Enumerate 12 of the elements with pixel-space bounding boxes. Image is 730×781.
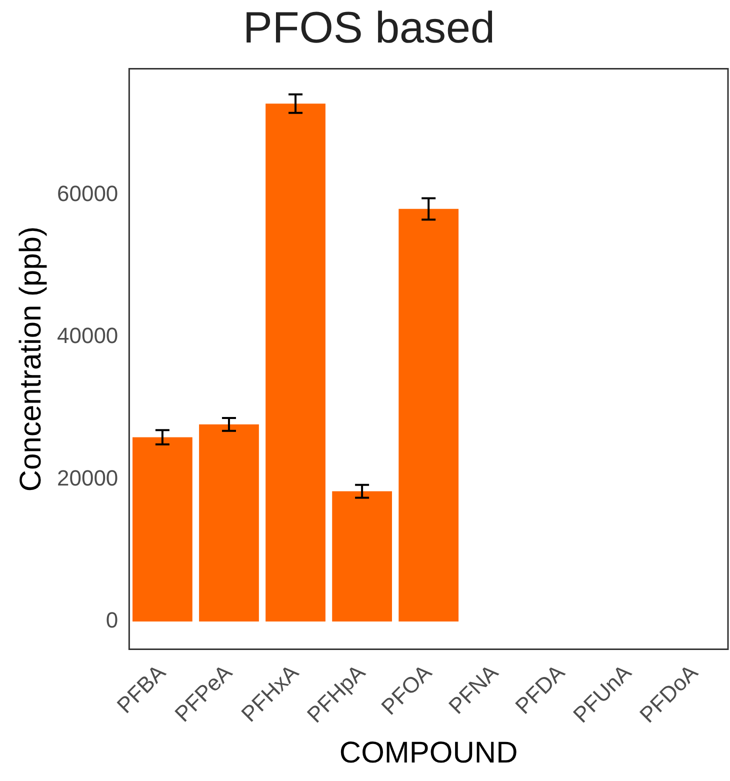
y-axis-title: Concentration (ppb) — [14, 226, 48, 492]
bar — [398, 208, 459, 622]
y-tick-label: 40000 — [56, 323, 118, 348]
x-axis-title: COMPOUND — [339, 736, 518, 770]
y-tick-label: 0 — [106, 608, 118, 633]
bar — [266, 104, 326, 622]
chart-title: PFOS based — [243, 4, 495, 53]
bar — [199, 424, 259, 622]
bar — [132, 437, 192, 622]
y-tick-label: 20000 — [56, 465, 118, 490]
y-tick-label: 60000 — [56, 180, 118, 206]
bar — [332, 491, 392, 622]
